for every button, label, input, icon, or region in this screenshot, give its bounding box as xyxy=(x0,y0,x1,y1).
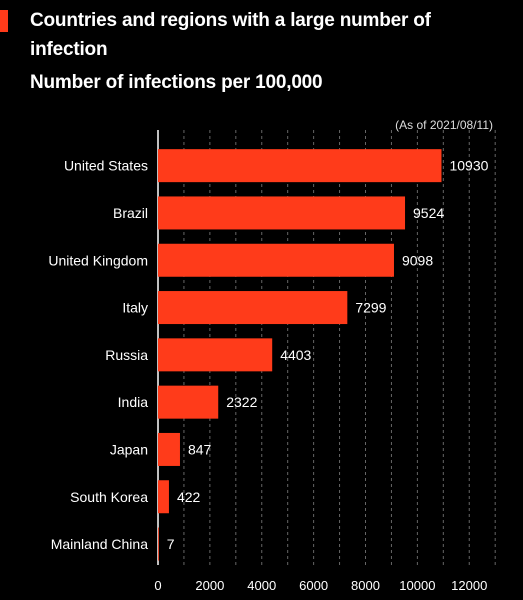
bar-italy xyxy=(158,291,348,325)
bar-mainland-china xyxy=(158,527,159,561)
value-label: 4403 xyxy=(280,347,311,363)
category-label: South Korea xyxy=(70,489,148,505)
value-label: 9098 xyxy=(402,252,433,268)
labels: United States 10930 Brazil 9524 United Kingd… xyxy=(48,158,488,552)
bar-south-korea xyxy=(158,480,169,514)
category-label: Brazil xyxy=(113,205,148,221)
chart-title: Countries and regions with a large numbe… xyxy=(30,10,431,60)
bars xyxy=(158,149,442,561)
category-label: Mainland China xyxy=(51,536,148,552)
bar-india xyxy=(158,385,219,419)
title-accent-bar xyxy=(0,10,8,32)
x-tick-label: 8000 xyxy=(351,578,380,593)
category-label: Italy xyxy=(122,300,148,316)
bar-japan xyxy=(158,432,180,466)
value-label: 422 xyxy=(177,489,201,505)
bar-russia xyxy=(158,338,273,372)
value-label: 10930 xyxy=(449,158,488,174)
category-label: Japan xyxy=(110,441,148,457)
value-label: 7 xyxy=(167,536,175,552)
bar-united-states xyxy=(158,149,442,183)
bar-brazil xyxy=(158,196,406,230)
category-label: United States xyxy=(64,158,148,174)
x-tick-label: 10000 xyxy=(399,578,435,593)
as-of-date: (As of 2021/08/11) xyxy=(395,118,493,132)
x-tick-labels: 0 2000 4000 6000 8000 10000 12000 xyxy=(154,578,487,593)
category-label: Russia xyxy=(105,347,148,363)
value-label: 9524 xyxy=(413,205,444,221)
x-tick-label: 2000 xyxy=(195,578,224,593)
x-tick-label: 4000 xyxy=(247,578,276,593)
category-label: United Kingdom xyxy=(48,252,148,268)
category-label: India xyxy=(118,394,149,410)
value-label: 847 xyxy=(188,441,212,457)
value-label: 7299 xyxy=(355,300,386,316)
value-label: 2322 xyxy=(226,394,257,410)
x-tick-label: 0 xyxy=(154,578,161,593)
x-tick-label: 6000 xyxy=(299,578,328,593)
x-tick-label: 12000 xyxy=(451,578,487,593)
bar-united-kingdom xyxy=(158,243,394,277)
chart-subtitle: Number of infections per 100,000 xyxy=(30,72,323,93)
